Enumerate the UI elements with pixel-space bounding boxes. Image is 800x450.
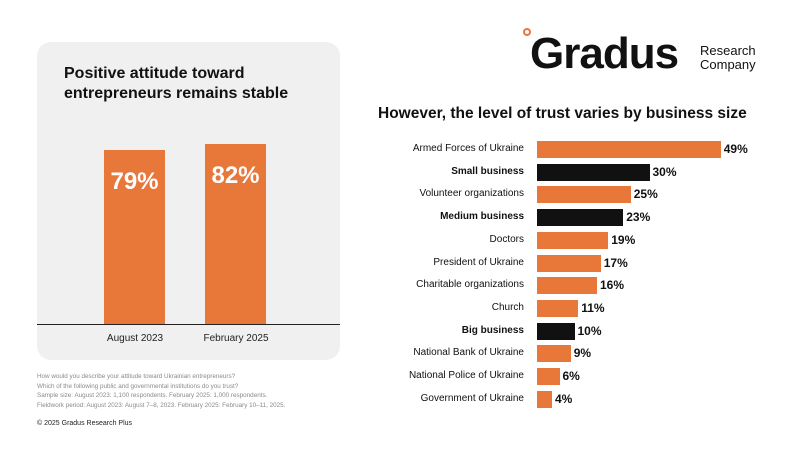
left-chart-title: Positive attitude toward entrepreneurs r… bbox=[64, 65, 289, 102]
logo-subtitle: Research Company bbox=[700, 43, 756, 72]
right-chart-title: However, the level of trust varies by bu… bbox=[378, 105, 747, 122]
bar bbox=[537, 141, 721, 158]
bar bbox=[205, 143, 266, 324]
bar bbox=[537, 322, 575, 340]
category-label: Government of Ukraine bbox=[420, 392, 524, 404]
category-label: Big business bbox=[461, 324, 524, 336]
x-axis-baseline bbox=[37, 324, 340, 325]
bar-value-label: 17% bbox=[603, 255, 628, 270]
category-label: National Police of Ukraine bbox=[408, 370, 524, 381]
footnote-line: How would you describe your attitude tow… bbox=[37, 373, 236, 380]
bar-value-label: 49% bbox=[723, 142, 748, 156]
bar bbox=[537, 231, 609, 249]
bar-value-label: 16% bbox=[600, 278, 625, 293]
category-label: Volunteer organizations bbox=[419, 188, 524, 200]
bar bbox=[537, 390, 552, 408]
bar bbox=[104, 150, 165, 324]
bar bbox=[537, 254, 601, 272]
bar bbox=[537, 368, 560, 385]
footnote-line: Which of the following public and govern… bbox=[37, 382, 239, 390]
bar bbox=[537, 299, 579, 317]
bar-value-label: 25% bbox=[633, 187, 658, 202]
bar bbox=[537, 186, 631, 204]
category-label: Charitable organizations bbox=[416, 279, 524, 291]
category-label: National Bank of Ukraine bbox=[413, 347, 524, 359]
category-label: Medium business bbox=[440, 211, 524, 223]
bar bbox=[537, 163, 650, 181]
footnote-line: Fieldwork period: August 2023: August 7–… bbox=[37, 401, 286, 409]
bar-value-label: 23% bbox=[626, 210, 651, 225]
copyright: © 2025 Gradus Research Plus bbox=[37, 420, 133, 427]
category-label: Church bbox=[491, 301, 524, 313]
bar-value-label: 4% bbox=[555, 391, 573, 406]
category-label: Armed Forces of Ukraine bbox=[412, 143, 524, 154]
footnote: How would you describe your attitude tow… bbox=[37, 372, 367, 410]
bar-value-label: 11% bbox=[581, 300, 605, 315]
category-label: February 2025 bbox=[203, 333, 269, 344]
category-label: Doctors bbox=[489, 233, 524, 245]
bar-value-label: 82% bbox=[211, 161, 260, 189]
horizontal-bar-chart: Armed Forces of Ukraine 49% Small business… bbox=[360, 135, 790, 415]
bar bbox=[537, 277, 597, 295]
bar-value-label: 9% bbox=[573, 346, 592, 361]
bar-value-label: 30% bbox=[652, 164, 677, 179]
category-label: President of Ukraine bbox=[433, 256, 524, 268]
category-label: August 2023 bbox=[106, 333, 164, 344]
bar-value-label: 19% bbox=[611, 232, 636, 247]
bar bbox=[537, 209, 624, 227]
bar-value-label: 10% bbox=[577, 323, 602, 338]
bar bbox=[537, 345, 571, 363]
gradus-logo: Gradus Research Company bbox=[520, 22, 790, 82]
bar-value-label: 6% bbox=[562, 369, 580, 383]
logo-brand: Gradus bbox=[530, 29, 679, 78]
logo-dot-icon bbox=[523, 28, 531, 36]
left-chart-panel bbox=[37, 42, 340, 360]
footnote-line: Sample size: August 2023: 1,100 responde… bbox=[37, 392, 268, 399]
category-label: Small business bbox=[451, 165, 524, 177]
bar-value-label: 79% bbox=[110, 168, 159, 196]
